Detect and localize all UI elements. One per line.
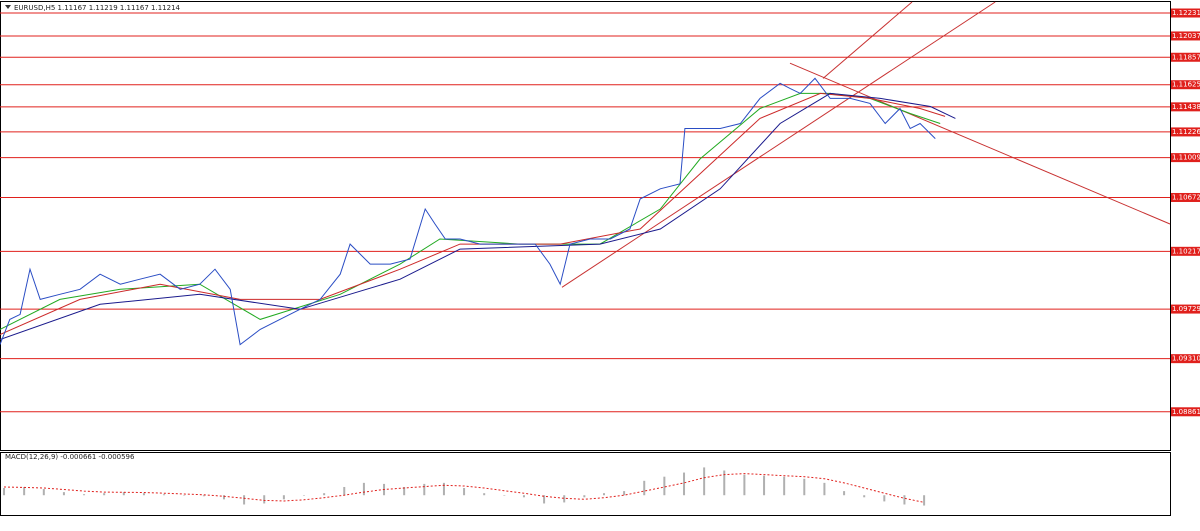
histogram-bar [522, 495, 525, 498]
price-level-label: 1.11857 [1172, 53, 1200, 61]
price-level-label: 1.12037 [1172, 32, 1200, 40]
price-level-tag [1171, 127, 1200, 137]
price-level-tag [1171, 153, 1200, 163]
histogram-bar [263, 495, 266, 504]
histogram-bar [903, 495, 906, 505]
histogram-bar [423, 483, 426, 496]
price-level-tag [1171, 407, 1200, 417]
histogram-bar [663, 476, 666, 496]
price-level-tag [1171, 354, 1200, 364]
price-level-label: 1.10672 [1172, 193, 1200, 201]
histogram-bar [243, 495, 246, 505]
price-level-label: 1.09729 [1172, 305, 1200, 313]
price-level-label: 1.11625 [1172, 81, 1200, 89]
price-level-tag [1171, 246, 1200, 256]
price-level-tag [1171, 31, 1200, 41]
histogram-bar [883, 495, 886, 502]
histogram-bar [103, 493, 106, 496]
histogram-bar [583, 495, 586, 498]
histogram-bar [222, 495, 225, 500]
series-line [0, 92, 956, 340]
price-level-label: 1.11438 [1172, 103, 1200, 111]
labels-layer: 1.12231 1.12037 1.11857 1.11625 1.11438 1.112… [1171, 8, 1200, 417]
histogram-bar [703, 467, 706, 496]
price-level-tag [1171, 52, 1200, 62]
trend-line [789, 62, 1171, 225]
chart-title: EURUSD,H5 1.11167 1.11219 1.11167 1.1121… [14, 4, 181, 12]
price-level-tag [1171, 102, 1200, 112]
histogram-bar [303, 495, 306, 496]
histogram-bar [843, 491, 846, 496]
price-level-tag [1171, 8, 1200, 18]
marks-layer [0, 1, 1171, 506]
histogram-bar [803, 478, 806, 496]
histogram-bar [83, 494, 86, 496]
histogram-bar [763, 475, 766, 496]
histogram-bar [863, 495, 866, 498]
price-level-label: 1.09310 [1172, 355, 1200, 363]
histogram-bar [122, 492, 125, 496]
histogram-bar [503, 495, 506, 496]
histogram-bar [603, 493, 606, 496]
histogram-bar [563, 495, 566, 503]
histogram-bar [743, 474, 746, 496]
histogram-bar [403, 486, 406, 496]
price-level-tag [1171, 304, 1200, 314]
histogram-bar [543, 495, 546, 504]
series-line [3, 473, 925, 503]
histogram-bar [282, 495, 285, 500]
macd-panel [0, 452, 1171, 516]
price-level-tag [1171, 80, 1200, 90]
histogram-bar [483, 493, 486, 496]
price-panel [0, 1, 1171, 451]
histogram-bar [723, 470, 726, 496]
series-line [0, 92, 946, 335]
histogram-bar [783, 476, 786, 496]
trend-line [822, 1, 913, 79]
histogram-bar [3, 488, 6, 496]
histogram-bar [683, 472, 686, 496]
histogram-bar [23, 486, 26, 496]
histogram-bar [643, 480, 646, 496]
histogram-bar [183, 495, 186, 496]
symbol-menu-icon[interactable] [5, 5, 11, 9]
histogram-bar [142, 493, 145, 496]
histogram-bar [623, 491, 626, 496]
histogram-bar [923, 495, 926, 506]
histogram-bar [343, 486, 346, 496]
macd-title: MACD(12,26,9) -0.000661 -0.000596 [5, 453, 135, 461]
price-level-tag [1171, 192, 1200, 202]
histogram-bar [823, 482, 826, 496]
price-level-label: 1.10217 [1172, 247, 1200, 255]
histogram-bar [62, 492, 65, 496]
series-line [0, 77, 936, 346]
price-level-label: 1.11009 [1172, 154, 1200, 162]
histogram-bar [42, 489, 45, 496]
trend-line [561, 1, 996, 288]
histogram-bar [442, 482, 445, 496]
histogram-bar [323, 493, 326, 496]
histogram-bar [202, 495, 205, 497]
price-level-label: 1.08861 [1172, 408, 1200, 416]
price-level-label: 1.12231 [1172, 9, 1200, 17]
histogram-bar [163, 494, 166, 496]
histogram-bar [463, 488, 466, 496]
histogram-bar [362, 482, 365, 496]
price-level-label: 1.11226 [1172, 128, 1200, 136]
